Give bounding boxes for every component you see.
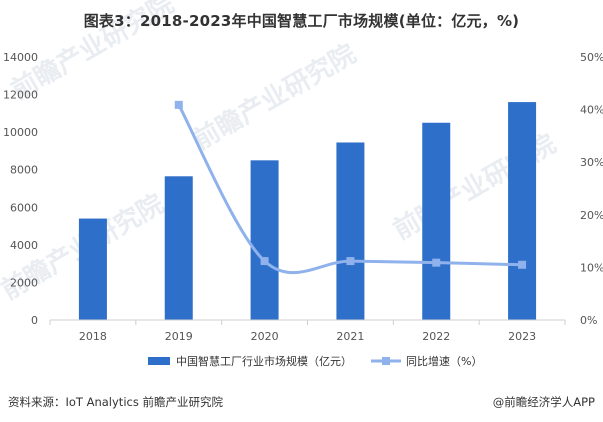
y-left-tick-label: 8000 <box>10 164 38 177</box>
y-right-tick-label: 20% <box>580 209 603 222</box>
y-right-tick-label: 50% <box>580 51 603 64</box>
bar-2019 <box>164 176 193 320</box>
bar-2021 <box>336 142 365 320</box>
legend-bar-swatch <box>148 357 170 365</box>
growth-point-2022 <box>432 258 441 267</box>
growth-point-2021 <box>346 257 355 266</box>
x-tick-label: 2020 <box>251 330 279 343</box>
growth-point-2020 <box>260 257 269 266</box>
bar-2020 <box>250 160 279 320</box>
growth-rate-points <box>174 100 527 269</box>
y-left-tick-label: 14000 <box>3 51 38 64</box>
growth-rate-line <box>177 104 523 275</box>
watermark-text: 前瞻产业研究院 <box>188 38 361 156</box>
x-axis-ticks: 2018 2019 2020 2021 2022 2023 <box>49 320 566 343</box>
legend-bar-label: 中国智慧工厂行业市场规模（亿元） <box>176 354 352 368</box>
y-right-tick-label: 30% <box>580 156 603 169</box>
y-left-tick-label: 4000 <box>10 239 38 252</box>
bar-2022 <box>422 122 451 320</box>
x-tick-label: 2021 <box>336 330 364 343</box>
legend-line-marker <box>382 357 390 365</box>
y-left-tick-label: 2000 <box>10 276 38 289</box>
y-right-tick-label: 40% <box>580 104 603 117</box>
bar-2023 <box>508 102 537 320</box>
x-tick-label: 2018 <box>79 330 107 343</box>
legend: 中国智慧工厂行业市场规模（亿元） 同比增速（%） <box>148 354 482 368</box>
growth-point-2023 <box>518 260 527 269</box>
bar-series <box>78 102 537 320</box>
y-left-tick-label: 0 <box>31 314 38 327</box>
x-tick-label: 2022 <box>422 330 450 343</box>
legend-line-label: 同比增速（%） <box>406 354 482 368</box>
brand-credit: @前瞻经济学人APP <box>492 395 595 409</box>
y-axis-right: 0% 10% 20% 30% 40% 50% <box>580 51 603 327</box>
source-note: 资料来源：IoT Analytics 前瞻产业研究院 <box>8 395 223 409</box>
y-axis-left: 0 2000 4000 6000 8000 10000 12000 14000 <box>3 51 38 327</box>
y-right-tick-label: 0% <box>580 314 597 327</box>
y-left-tick-label: 6000 <box>10 201 38 214</box>
y-right-tick-label: 10% <box>580 261 603 274</box>
x-tick-label: 2019 <box>165 330 193 343</box>
chart-title: 图表3：2018-2023年中国智慧工厂市场规模(单位：亿元，%) <box>83 12 520 30</box>
bar-2018 <box>78 218 107 320</box>
x-tick-label: 2023 <box>508 330 536 343</box>
y-left-tick-label: 10000 <box>3 126 38 139</box>
growth-point-2019 <box>174 100 183 109</box>
y-left-tick-label: 12000 <box>3 89 38 102</box>
